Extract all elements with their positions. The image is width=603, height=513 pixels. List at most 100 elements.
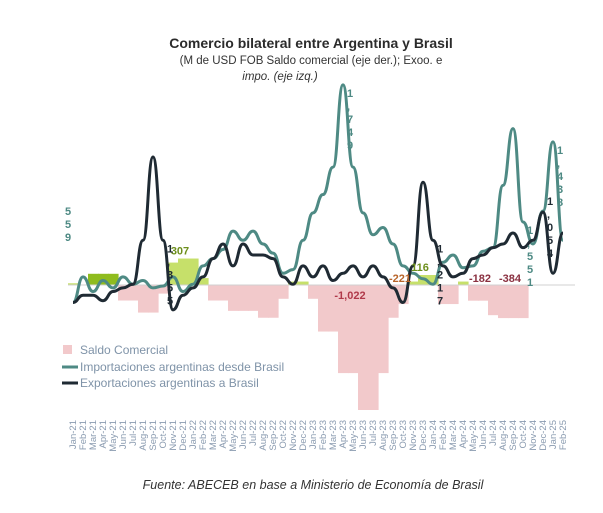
bar-saldo (198, 278, 209, 285)
bar-saldo (178, 258, 189, 285)
line-data-label-char: 4 (547, 248, 554, 260)
x-tick-label: Mar-22 (208, 420, 219, 450)
x-tick-label: Jan-24 (428, 420, 439, 449)
line-data-label-char: 7 (347, 114, 353, 126)
x-tick-label: Aug-21 (138, 420, 149, 451)
x-tick-label: Nov-22 (288, 420, 299, 451)
line-data-label-char: 4 (347, 127, 354, 139)
chart-title: Comercio bilateral entre Argentina y Bra… (169, 35, 452, 51)
line-data-label-char: 3 (167, 269, 173, 281)
line-data-label-char: 7 (437, 295, 443, 307)
bar-saldo (468, 285, 479, 301)
x-tick-label: Dec-23 (418, 420, 429, 451)
line-data-label-char: 5 (65, 206, 71, 218)
bar-saldo (238, 285, 249, 311)
source-note: Fuente: ABECEB en base a Ministerio de E… (143, 478, 485, 492)
line-data-label-char: 9 (65, 232, 71, 244)
bar-saldo (248, 285, 259, 311)
line-data-label-char: 5 (167, 295, 173, 307)
bar-saldo (158, 285, 169, 294)
bar-data-label: -182 (469, 273, 491, 285)
bar-saldo (168, 262, 179, 285)
x-tick-label: Oct-24 (518, 420, 529, 449)
bar-saldo (308, 285, 319, 299)
bar-data-label: -384 (499, 273, 522, 285)
line-data-label-char: , (167, 256, 170, 268)
bar-saldo (148, 285, 159, 313)
legend-label-saldo: Saldo Comercial (80, 343, 168, 357)
line-data-label-char: 9 (347, 140, 353, 152)
line-data-label-char: 5 (527, 251, 533, 263)
line-data-label-char: 5 (527, 264, 533, 276)
x-tick-label: Aug-24 (498, 420, 509, 451)
x-tick-label: Jun-22 (238, 420, 249, 449)
line-data-label-char: 1 (437, 282, 443, 294)
line-data-label-char: 2 (437, 269, 443, 281)
x-tick-label: Jul-21 (128, 420, 139, 446)
bar-saldo (108, 273, 119, 285)
x-tick-label: Feb-22 (198, 420, 209, 450)
x-tick-label: Apr-23 (338, 420, 349, 449)
bar-saldo (188, 258, 199, 285)
bar-saldo (208, 285, 219, 301)
x-tick-label: May-22 (228, 420, 239, 452)
bar-saldo (298, 281, 309, 285)
x-tick-label: Jun-23 (358, 420, 369, 449)
bar-saldo (118, 285, 129, 301)
bar-saldo (438, 285, 449, 305)
line-data-label-char: 1 (527, 225, 533, 237)
line-data-label-char: 1 (557, 145, 563, 157)
line-data-label-char: 5 (65, 219, 71, 231)
bar-saldo (258, 285, 269, 318)
line-exports (72, 155, 565, 312)
bar-saldo (428, 275, 439, 285)
x-tick-label: Jan-25 (548, 420, 559, 449)
x-tick-label: Dec-24 (538, 420, 549, 451)
x-tick-label: Jul-23 (368, 420, 379, 446)
bar-series-saldo (68, 258, 529, 410)
bar-saldo (408, 281, 419, 285)
x-tick-label: Aug-23 (378, 420, 389, 451)
x-tick-label: Sep-23 (388, 420, 399, 451)
x-tick-label: Jan-21 (68, 420, 79, 449)
x-tick-label: Sep-22 (268, 420, 279, 451)
chart-subtitle-line2: impo. (eje izq.) (242, 71, 318, 83)
line-data-label-char: 5 (167, 282, 173, 294)
line-data-label-char: 4 (557, 171, 564, 183)
bar-data-label: -1,022 (334, 290, 365, 302)
x-tick-label: Apr-24 (458, 420, 469, 449)
chart-subtitle-line1: (M de USD FOB Saldo comercial (eje der.)… (180, 55, 443, 67)
x-tick-label: Sep-21 (148, 420, 159, 451)
x-tick-label: Jul-22 (248, 420, 259, 446)
x-tick-label: Nov-21 (168, 420, 179, 451)
legend: Saldo Comercial Importaciones argentinas… (62, 343, 284, 390)
x-tick-label: Nov-24 (528, 420, 539, 451)
bar-saldo (358, 285, 369, 410)
line-data-label-char: 0 (547, 222, 553, 234)
bar-saldo (478, 285, 489, 301)
bar-saldo (88, 273, 99, 285)
x-tick-label: Jan-22 (188, 420, 199, 449)
legend-label-imports: Importaciones argentinas desde Brasil (80, 360, 284, 374)
bar-saldo (338, 285, 349, 374)
line-series-group (72, 83, 565, 312)
x-tick-label: Feb-24 (438, 420, 449, 450)
legend-swatch-saldo (63, 345, 72, 354)
x-tick-label: Jun-24 (478, 420, 489, 449)
x-tick-label: Feb-21 (78, 420, 89, 450)
x-tick-label: Jul-24 (488, 420, 499, 446)
x-tick-label: Oct-21 (158, 420, 169, 449)
line-data-label-char: 5 (547, 235, 553, 247)
line-data-label-char: , (547, 209, 550, 221)
bar-data-label: 116 (411, 262, 429, 274)
x-tick-label: Jan-23 (308, 420, 319, 449)
x-axis-ticks: Jan-21 Feb-21 Mar-21 Apr-21 May-21 Jun-21 Jul-… (68, 420, 569, 452)
x-tick-label: Nov-23 (408, 420, 419, 451)
x-tick-label: Oct-22 (278, 420, 289, 449)
line-data-label-char: , (557, 158, 560, 170)
line-data-label-char: 1 (167, 243, 173, 255)
line-data-label-char: , (437, 256, 440, 268)
x-tick-label: Apr-21 (98, 420, 109, 449)
x-tick-label: Feb-25 (558, 420, 569, 450)
